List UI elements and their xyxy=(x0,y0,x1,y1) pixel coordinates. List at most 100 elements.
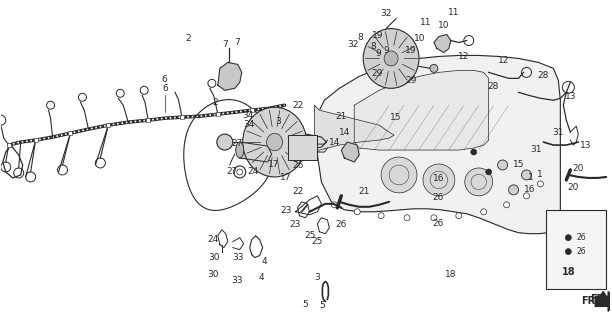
Circle shape xyxy=(331,202,337,208)
Text: 26: 26 xyxy=(433,193,444,202)
Text: 6: 6 xyxy=(161,75,167,84)
Text: 20: 20 xyxy=(573,164,584,173)
Text: 17: 17 xyxy=(280,173,292,182)
Text: 34: 34 xyxy=(244,120,255,129)
Text: 16: 16 xyxy=(523,185,535,194)
Text: 13: 13 xyxy=(580,140,592,149)
Text: 32: 32 xyxy=(347,40,359,49)
Text: 5: 5 xyxy=(302,300,308,309)
Polygon shape xyxy=(595,292,612,311)
Text: 5: 5 xyxy=(319,301,325,310)
Bar xyxy=(547,210,606,289)
Ellipse shape xyxy=(267,133,283,151)
Text: 27: 27 xyxy=(231,139,243,148)
Bar xyxy=(180,115,184,119)
Circle shape xyxy=(537,181,543,187)
Text: 3: 3 xyxy=(275,117,281,126)
Circle shape xyxy=(381,157,417,193)
Text: 15: 15 xyxy=(513,160,524,170)
FancyArrow shape xyxy=(598,292,608,300)
Circle shape xyxy=(504,202,510,208)
Circle shape xyxy=(465,168,493,196)
Circle shape xyxy=(521,170,531,180)
Text: 21: 21 xyxy=(335,113,346,122)
Circle shape xyxy=(471,149,477,155)
Text: 20: 20 xyxy=(567,183,579,192)
Text: 21: 21 xyxy=(359,188,370,196)
Text: 12: 12 xyxy=(458,52,469,61)
Text: 23: 23 xyxy=(280,206,292,215)
Circle shape xyxy=(480,209,487,215)
Bar xyxy=(250,108,254,112)
Bar xyxy=(106,123,110,127)
Circle shape xyxy=(378,213,384,219)
Text: 29: 29 xyxy=(371,69,383,78)
Circle shape xyxy=(565,235,572,241)
Polygon shape xyxy=(236,142,272,162)
Bar xyxy=(288,135,318,160)
Text: 26: 26 xyxy=(335,220,347,229)
Text: FR.: FR. xyxy=(590,294,608,304)
Text: 6: 6 xyxy=(162,84,168,93)
Circle shape xyxy=(565,249,572,255)
Text: 18: 18 xyxy=(445,269,456,279)
Ellipse shape xyxy=(236,142,244,158)
Text: 22: 22 xyxy=(293,101,304,110)
Text: 26: 26 xyxy=(577,233,586,242)
Text: 24: 24 xyxy=(248,167,259,176)
Text: 23: 23 xyxy=(290,220,301,229)
Ellipse shape xyxy=(243,107,307,177)
Text: 33: 33 xyxy=(232,253,244,262)
Circle shape xyxy=(509,185,518,195)
Text: 19: 19 xyxy=(371,31,383,40)
Bar xyxy=(146,118,150,122)
Circle shape xyxy=(456,213,462,219)
Circle shape xyxy=(486,169,491,175)
Text: 27: 27 xyxy=(226,167,237,176)
Bar xyxy=(69,131,72,135)
Text: 2: 2 xyxy=(212,98,218,107)
Text: 31: 31 xyxy=(553,128,564,137)
Text: 4: 4 xyxy=(262,257,267,266)
Ellipse shape xyxy=(384,51,398,66)
Circle shape xyxy=(523,193,529,199)
Text: 8: 8 xyxy=(357,33,363,42)
Text: 28: 28 xyxy=(487,82,499,91)
Text: 9: 9 xyxy=(383,46,389,55)
Text: 26: 26 xyxy=(577,247,586,256)
Text: 25: 25 xyxy=(305,231,316,240)
Text: 14: 14 xyxy=(329,138,340,147)
Polygon shape xyxy=(318,55,561,234)
Text: 1: 1 xyxy=(537,171,542,180)
Text: 28: 28 xyxy=(538,71,549,80)
Text: 10: 10 xyxy=(438,21,450,30)
Text: 26: 26 xyxy=(433,219,444,228)
Ellipse shape xyxy=(363,28,419,88)
Text: 4: 4 xyxy=(259,273,264,282)
Text: 24: 24 xyxy=(207,235,218,244)
Circle shape xyxy=(423,164,455,196)
Text: 32: 32 xyxy=(381,9,392,18)
Text: 9: 9 xyxy=(376,49,381,58)
Circle shape xyxy=(430,64,438,72)
Polygon shape xyxy=(218,62,242,90)
Circle shape xyxy=(431,215,437,221)
Polygon shape xyxy=(434,35,451,52)
Bar xyxy=(216,112,220,116)
Circle shape xyxy=(404,215,410,221)
Text: 15: 15 xyxy=(390,114,401,123)
Polygon shape xyxy=(315,105,394,155)
Text: 1: 1 xyxy=(528,173,534,182)
Polygon shape xyxy=(354,70,488,150)
Text: 22: 22 xyxy=(292,188,303,196)
Polygon shape xyxy=(341,142,359,162)
Text: 17: 17 xyxy=(268,160,280,170)
Text: 18: 18 xyxy=(561,267,575,276)
Text: 29: 29 xyxy=(405,76,417,85)
Text: 34: 34 xyxy=(242,111,253,120)
Text: 30: 30 xyxy=(207,269,218,279)
Text: 11: 11 xyxy=(420,19,432,28)
Bar xyxy=(7,143,11,147)
Text: 19: 19 xyxy=(405,46,417,55)
Text: 7: 7 xyxy=(222,40,228,49)
